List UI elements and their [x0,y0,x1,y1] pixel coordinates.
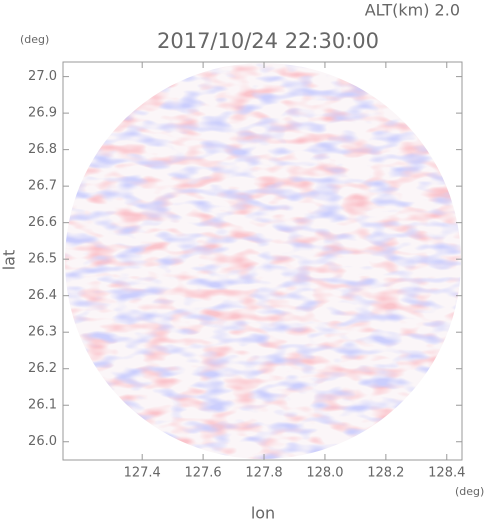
y-tick-label: 26.5 [28,252,57,267]
altitude: ALT(km) 2.0 [365,1,460,20]
x-tick-label: 127.6 [184,466,221,481]
y-tick-label: 27.0 [28,69,57,84]
x-tick-label: 128.4 [428,466,465,481]
x-label: lon [251,504,275,521]
y-tick-label: 26.4 [28,288,57,303]
y-tick-label: 26.1 [28,398,57,413]
y-tick-label: 26.0 [28,434,57,449]
x-tick-label: 127.4 [124,466,161,481]
x-tick-label: 128.0 [306,466,343,481]
y-label: lat [0,250,19,271]
y-tick-label: 26.2 [28,361,57,376]
y-tick-label: 26.6 [28,215,57,230]
y-tick-label: 26.8 [28,142,57,157]
chart-title: 2017/10/24 22:30:00 [157,29,379,53]
y-tick-label: 26.7 [28,179,57,194]
y-tick-label: 26.9 [28,106,57,121]
y-tick-label: 26.3 [28,325,57,340]
radar-field [65,63,461,459]
y-unit: (deg) [20,33,49,46]
plot-frame [62,61,463,461]
x-tick-label: 128.2 [367,466,404,481]
x-unit: (deg) [455,485,484,498]
x-tick-label: 127.8 [245,466,282,481]
